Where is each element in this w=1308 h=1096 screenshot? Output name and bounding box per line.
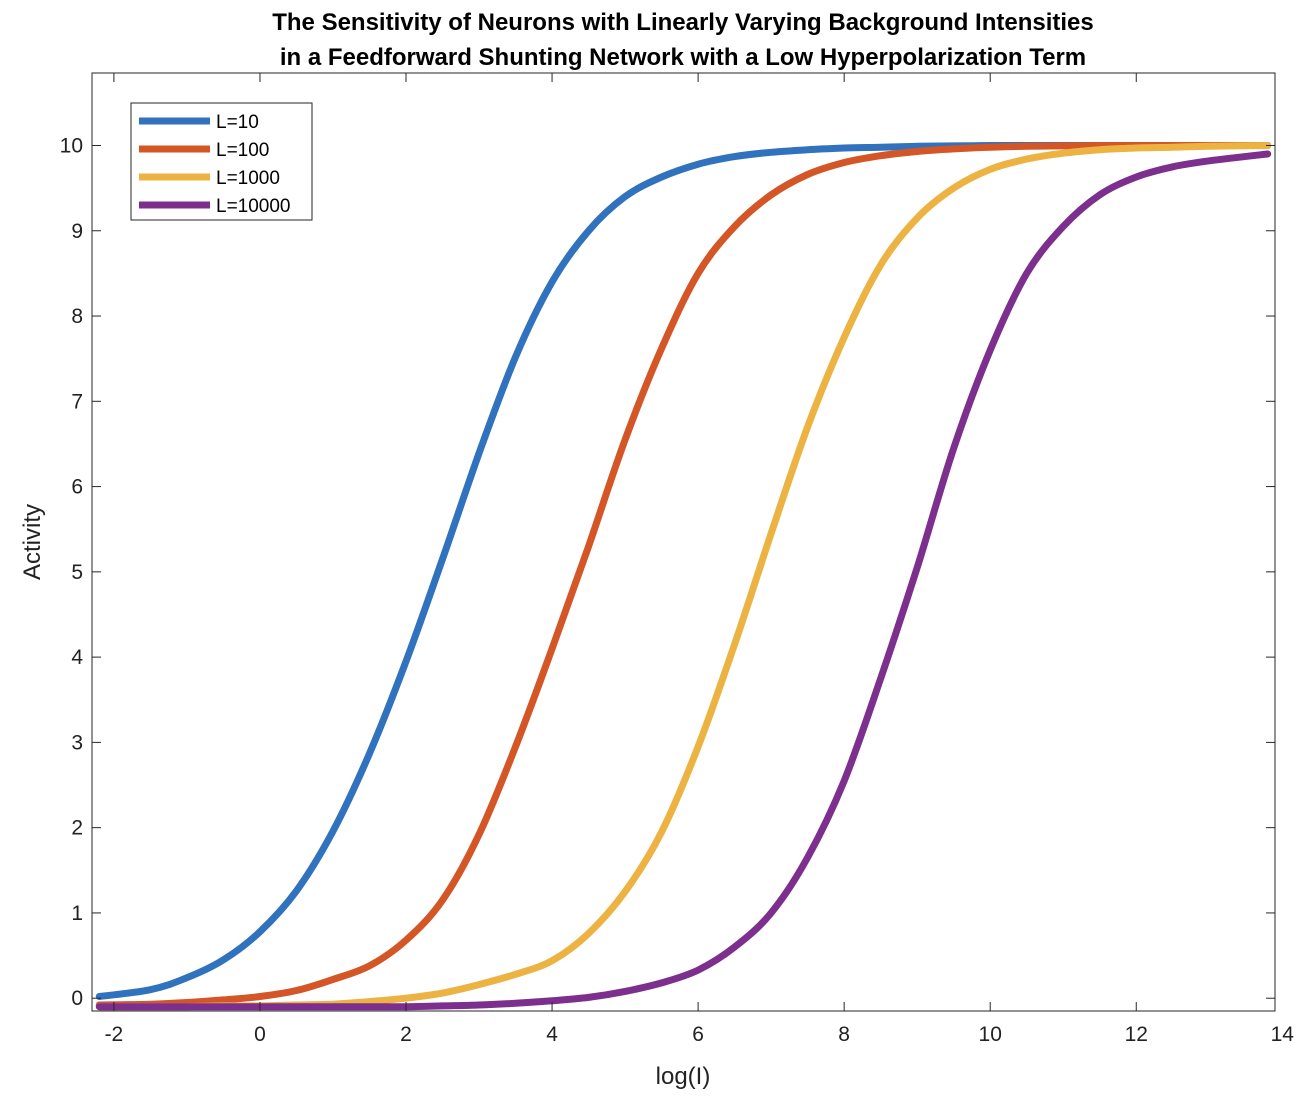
series-line-l-100 <box>95 141 1272 1009</box>
x-axis-label: log(I) <box>656 1063 711 1090</box>
legend-label-l-100: L=100 <box>216 140 269 161</box>
x-tick-label: -2 <box>105 1023 124 1046</box>
x-tick-label: 0 <box>254 1023 266 1046</box>
x-tick-label: 12 <box>1125 1023 1148 1046</box>
y-tick-label: 4 <box>71 646 83 669</box>
series-line-l-1000 <box>95 142 1272 1011</box>
x-tick-label: 6 <box>692 1023 704 1046</box>
y-tick-label: 7 <box>71 390 83 413</box>
y-tick-label: 2 <box>71 817 83 840</box>
y-axis-label: Activity <box>19 504 46 580</box>
y-tick-label: 0 <box>71 987 83 1010</box>
y-tick-label: 6 <box>71 476 83 499</box>
x-tick-label: 14 <box>1271 1023 1295 1046</box>
y-tick-label: 8 <box>71 305 83 328</box>
legend-label-l-1000: L=1000 <box>216 168 280 189</box>
chart-title-line-2: in a Feedforward Shunting Network with a… <box>280 44 1086 71</box>
y-tick-label: 10 <box>60 134 83 157</box>
x-tick-label: 8 <box>838 1023 850 1046</box>
legend-label-l-10: L=10 <box>216 112 259 133</box>
series-line-l-10000 <box>95 150 1272 1011</box>
series-line-l-10 <box>95 141 1272 1000</box>
y-tick-label: 9 <box>71 220 83 243</box>
plot-lines <box>95 141 1272 1011</box>
y-tick-label: 1 <box>71 902 83 925</box>
legend-label-l-10000: L=10000 <box>216 196 291 217</box>
x-tick-label: 2 <box>400 1023 412 1046</box>
y-tick-label: 3 <box>71 731 83 754</box>
y-tick-label: 5 <box>71 561 83 584</box>
chart-title-line-1: The Sensitivity of Neurons with Linearly… <box>272 9 1094 36</box>
x-axis: -2 0 2 4 6 8 10 12 14 <box>105 73 1295 1046</box>
plot-area-frame <box>91 72 1276 1012</box>
x-tick-label: 10 <box>979 1023 1002 1046</box>
x-tick-label: 4 <box>546 1023 558 1046</box>
y-axis: 0 1 2 3 4 5 6 7 8 9 10 <box>60 134 1275 1010</box>
legend: L=10 L=100 L=1000 L=10000 <box>130 102 313 221</box>
